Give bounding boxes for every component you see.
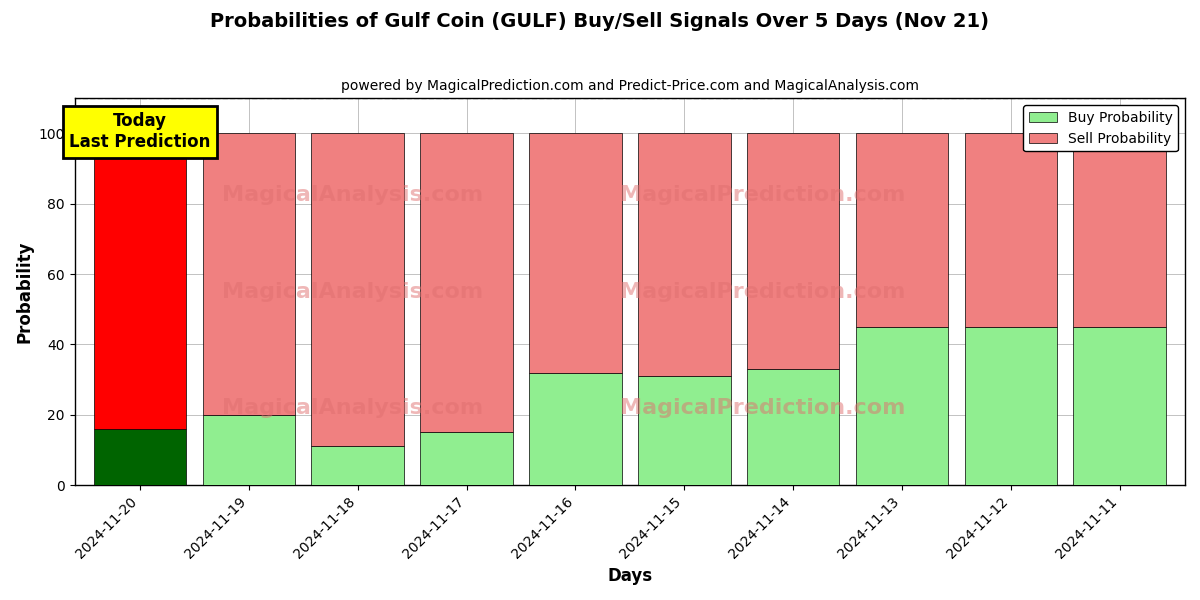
- Text: MagicalPrediction.com: MagicalPrediction.com: [620, 282, 906, 302]
- Text: MagicalPrediction.com: MagicalPrediction.com: [620, 185, 906, 205]
- Bar: [965, 133, 1057, 327]
- Text: MagicalAnalysis.com: MagicalAnalysis.com: [222, 398, 482, 418]
- Legend: Buy Probability, Sell Probability: Buy Probability, Sell Probability: [1024, 105, 1178, 151]
- Bar: [638, 376, 731, 485]
- Title: powered by MagicalPrediction.com and Predict-Price.com and MagicalAnalysis.com: powered by MagicalPrediction.com and Pre…: [341, 79, 919, 93]
- Bar: [94, 133, 186, 429]
- Bar: [420, 133, 512, 433]
- Bar: [312, 133, 404, 446]
- Text: Probabilities of Gulf Coin (GULF) Buy/Sell Signals Over 5 Days (Nov 21): Probabilities of Gulf Coin (GULF) Buy/Se…: [210, 12, 990, 31]
- Text: MagicalPrediction.com: MagicalPrediction.com: [620, 398, 906, 418]
- Text: MagicalAnalysis.com: MagicalAnalysis.com: [222, 185, 482, 205]
- Bar: [312, 446, 404, 485]
- Bar: [529, 373, 622, 485]
- Bar: [1074, 133, 1166, 327]
- Bar: [420, 433, 512, 485]
- Bar: [638, 133, 731, 376]
- Bar: [965, 327, 1057, 485]
- Bar: [529, 133, 622, 373]
- Bar: [94, 429, 186, 485]
- Bar: [856, 327, 948, 485]
- Bar: [203, 133, 295, 415]
- Text: MagicalAnalysis.com: MagicalAnalysis.com: [222, 282, 482, 302]
- Text: Today
Last Prediction: Today Last Prediction: [70, 112, 211, 151]
- Bar: [746, 369, 839, 485]
- Bar: [203, 415, 295, 485]
- Y-axis label: Probability: Probability: [16, 241, 34, 343]
- Bar: [1074, 327, 1166, 485]
- Bar: [856, 133, 948, 327]
- X-axis label: Days: Days: [607, 567, 653, 585]
- Bar: [746, 133, 839, 369]
